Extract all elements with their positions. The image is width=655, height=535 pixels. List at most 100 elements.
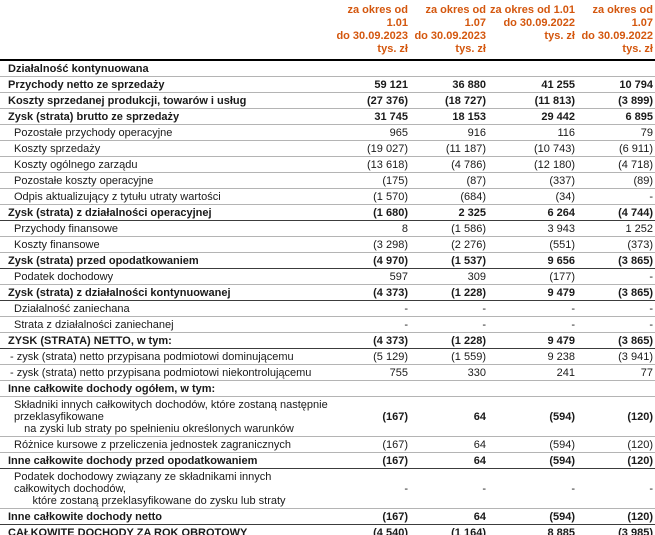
- row-value: 9 479: [488, 284, 577, 301]
- table-row: Pozostałe przychody operacyjne 965 916 116 7…: [0, 124, 655, 141]
- row-value: 77: [577, 364, 655, 381]
- row-value: (3 865): [577, 252, 655, 269]
- row-value: (13 618): [330, 156, 410, 173]
- row-label: Zysk (strata) brutto ze sprzedaży: [0, 108, 330, 125]
- row-value: (594): [488, 396, 577, 437]
- row-value: (4 970): [330, 252, 410, 269]
- row-label: ZYSK (STRATA) NETTO, w tym:: [0, 332, 330, 349]
- table-row: Inne całkowite dochody przed opodatkowan…: [0, 452, 655, 469]
- row-value: -: [330, 468, 410, 509]
- row-value: -: [330, 300, 410, 317]
- row-label: CAŁKOWITE DOCHODY ZA ROK OBROTOWY: [0, 524, 330, 535]
- row-value: (120): [577, 436, 655, 453]
- row-value: (4 373): [330, 284, 410, 301]
- row-label: Podatek dochodowy: [0, 268, 330, 285]
- column-header-period-3: za okres od 1.01 do 30.09.2022 tys. zł: [488, 0, 577, 61]
- table-row: ZYSK (STRATA) NETTO, w tym: (4 373) (1 228…: [0, 332, 655, 349]
- row-label-line-2: na zyski lub straty po spełnieniu określ…: [24, 423, 294, 435]
- row-value: (120): [577, 508, 655, 525]
- table-row: Koszty ogólnego zarządu (13 618) (4 786) (1…: [0, 156, 655, 173]
- row-value: 10 794: [577, 76, 655, 93]
- row-value: 6 264: [488, 204, 577, 221]
- period-end-date: do 30.09.2023: [336, 30, 408, 42]
- row-value: (4 718): [577, 156, 655, 173]
- row-value: 330: [410, 364, 488, 381]
- row-value: (337): [488, 172, 577, 189]
- row-value: 64: [410, 452, 488, 469]
- row-value: 309: [410, 268, 488, 285]
- row-value: -: [410, 316, 488, 333]
- row-value: 31 745: [330, 108, 410, 125]
- row-label: Zysk (strata) z działalności operacyjnej: [0, 204, 330, 221]
- row-value: [410, 380, 488, 397]
- row-value: (3 865): [577, 332, 655, 349]
- row-value: (3 941): [577, 348, 655, 365]
- row-value: (4 744): [577, 204, 655, 221]
- row-label: Inne całkowite dochody netto: [0, 508, 330, 525]
- row-value: (1 228): [410, 284, 488, 301]
- row-value: (4 786): [410, 156, 488, 173]
- row-value: (1 537): [410, 252, 488, 269]
- row-value: [488, 60, 577, 77]
- row-label: Odpis aktualizujący z tytułu utraty wart…: [0, 188, 330, 205]
- row-value: (594): [488, 436, 577, 453]
- row-value: -: [577, 268, 655, 285]
- row-value: 1 252: [577, 220, 655, 237]
- row-value: 241: [488, 364, 577, 381]
- row-value: -: [577, 468, 655, 509]
- row-label: Różnice kursowe z przeliczenia jednostek…: [0, 436, 330, 453]
- row-value: 79: [577, 124, 655, 141]
- row-value: 8: [330, 220, 410, 237]
- unit-label: tys. zł: [622, 43, 653, 55]
- row-value: -: [410, 300, 488, 317]
- period-end-date: do 30.09.2022: [503, 17, 575, 29]
- row-value: 916: [410, 124, 488, 141]
- row-label: Zysk (strata) z działalności kontynuowan…: [0, 284, 330, 301]
- header-label-spacer: [0, 0, 330, 61]
- row-value: (27 376): [330, 92, 410, 109]
- unit-label: tys. zł: [377, 43, 408, 55]
- row-value: (167): [330, 452, 410, 469]
- row-value: (167): [330, 436, 410, 453]
- unit-label: tys. zł: [455, 43, 486, 55]
- table-row: Podatek dochodowy 597 309 (177) -: [0, 268, 655, 285]
- table-row: Działalność kontynuowana: [0, 60, 655, 77]
- row-value: (10 743): [488, 140, 577, 157]
- row-value: (120): [577, 396, 655, 437]
- row-value: (18 727): [410, 92, 488, 109]
- row-value: (1 559): [410, 348, 488, 365]
- table-row: Koszty sprzedanej produkcji, towarów i u…: [0, 92, 655, 109]
- table-header: za okres od 1.01 do 30.09.2023 tys. zł z…: [0, 0, 655, 61]
- column-header-period-4: za okres od 1.07 do 30.09.2022 tys. zł: [577, 0, 655, 61]
- row-value: 9 479: [488, 332, 577, 349]
- row-value: [577, 60, 655, 77]
- row-value: 59 121: [330, 76, 410, 93]
- table-row: Podatek dochodowy związany ze składnikam…: [0, 468, 655, 509]
- row-value: 36 880: [410, 76, 488, 93]
- row-value: (19 027): [330, 140, 410, 157]
- row-label: - zysk (strata) netto przypisana podmiot…: [0, 364, 330, 381]
- period-range: za okres od 1.07: [592, 4, 653, 29]
- row-label: Koszty finansowe: [0, 236, 330, 253]
- row-value: [330, 60, 410, 77]
- period-range: za okres od 1.01: [490, 4, 575, 16]
- row-value: (177): [488, 268, 577, 285]
- row-label: Inne całkowite dochody ogółem, w tym:: [0, 380, 330, 397]
- row-value: (167): [330, 508, 410, 525]
- row-value: (167): [330, 396, 410, 437]
- table-row: Strata z działalności zaniechanej - - - -: [0, 316, 655, 333]
- row-value: (1 586): [410, 220, 488, 237]
- column-header-period-1: za okres od 1.01 do 30.09.2023 tys. zł: [330, 0, 410, 61]
- row-value: (1 570): [330, 188, 410, 205]
- period-range: za okres od 1.01: [347, 4, 408, 29]
- row-value: (3 899): [577, 92, 655, 109]
- table-row: Zysk (strata) brutto ze sprzedaży 31 745 1…: [0, 108, 655, 125]
- row-label: Działalność zaniechana: [0, 300, 330, 317]
- row-value: 29 442: [488, 108, 577, 125]
- row-value: (120): [577, 452, 655, 469]
- row-value: -: [577, 188, 655, 205]
- row-value: (1 164): [410, 524, 488, 535]
- row-label: Koszty sprzedanej produkcji, towarów i u…: [0, 92, 330, 109]
